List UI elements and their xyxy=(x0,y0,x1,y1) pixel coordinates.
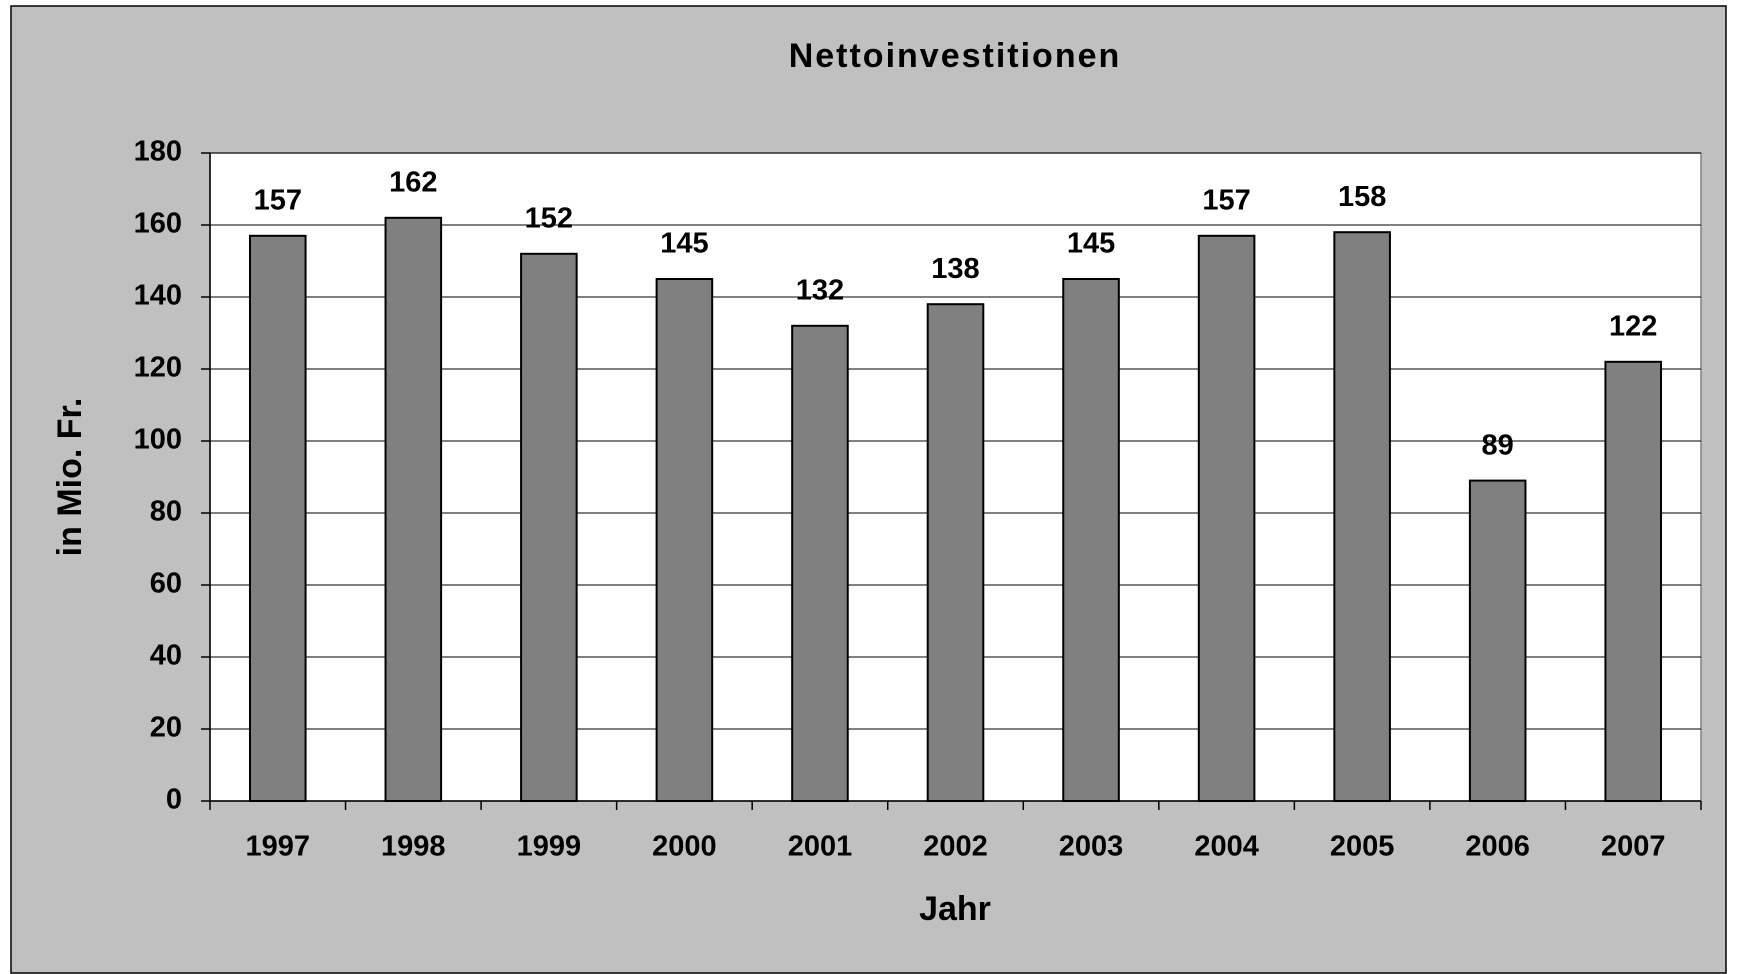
x-tick-label: 2001 xyxy=(788,831,853,863)
x-tick-label: 2006 xyxy=(1465,831,1530,863)
y-tick-label: 80 xyxy=(150,496,182,528)
x-tick-label: 2005 xyxy=(1330,831,1395,863)
chart-title: Nettoinvestitionen xyxy=(789,37,1122,75)
bar xyxy=(520,252,578,803)
bar xyxy=(791,324,849,802)
data-label: 152 xyxy=(525,202,573,234)
y-tick-label: 40 xyxy=(150,640,182,672)
bar xyxy=(384,216,443,803)
bar xyxy=(926,303,985,802)
y-tick-label: 20 xyxy=(150,712,182,744)
y-tick-label: 180 xyxy=(134,136,182,168)
bar xyxy=(1197,234,1256,803)
data-label: 145 xyxy=(1067,228,1115,260)
data-label: 158 xyxy=(1338,181,1386,213)
x-tick-label: 2004 xyxy=(1194,831,1259,863)
data-label: 132 xyxy=(796,274,844,306)
y-tick-label: 0 xyxy=(166,784,182,816)
data-label: 89 xyxy=(1482,429,1514,461)
data-label: 162 xyxy=(389,166,437,198)
x-tick-label: 2000 xyxy=(652,831,717,863)
data-label: 157 xyxy=(1202,184,1250,216)
y-tick-label: 160 xyxy=(134,208,182,240)
x-tick-label: 2007 xyxy=(1601,831,1666,863)
bar xyxy=(1604,360,1663,802)
y-tick-label: 120 xyxy=(134,352,182,384)
x-tick-label: 1999 xyxy=(517,831,582,863)
y-axis-title: in Mio. Fr. xyxy=(51,398,89,557)
x-tick-label: 2003 xyxy=(1059,831,1124,863)
y-tick-label: 60 xyxy=(150,568,182,600)
x-tick-label: 2002 xyxy=(923,831,988,863)
bar xyxy=(1468,479,1527,802)
x-tick-label: 1997 xyxy=(246,831,311,863)
data-label: 145 xyxy=(660,228,708,260)
bar xyxy=(655,278,714,802)
data-label: 157 xyxy=(254,184,302,216)
data-label: 122 xyxy=(1609,310,1657,342)
y-tick-label: 140 xyxy=(134,280,182,312)
x-axis-title: Jahr xyxy=(919,890,991,928)
bar xyxy=(1062,278,1120,802)
data-label: 138 xyxy=(931,253,979,285)
bar xyxy=(1333,231,1391,802)
y-tick-label: 100 xyxy=(134,424,182,456)
x-tick-label: 1998 xyxy=(381,831,446,863)
bar xyxy=(248,234,307,803)
